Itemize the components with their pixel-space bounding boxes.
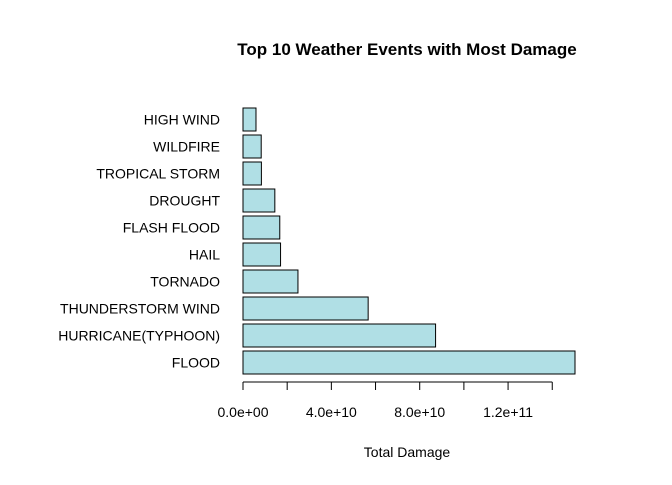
category-label-thunderstorm-wind: THUNDERSTORM WIND (60, 301, 220, 317)
bar-hail (242, 242, 282, 267)
x-tick-label: 1.2e+11 (483, 404, 533, 420)
category-label-tornado: TORNADO (150, 274, 220, 290)
bars-group (242, 107, 576, 375)
category-label-high-wind: HIGH WIND (144, 112, 220, 128)
x-tick-label: 8.0e+10 (394, 404, 445, 420)
x-tick-label: 0.0e+00 (218, 404, 269, 420)
bar-tornado (242, 269, 299, 294)
bar-tropical-storm (242, 161, 262, 186)
category-label-wildfire: WILDFIRE (153, 139, 220, 155)
bar-wildfire (242, 134, 262, 159)
category-label-tropical-storm: TROPICAL STORM (96, 166, 220, 182)
x-tick-label: 4.0e+10 (306, 404, 357, 420)
bar-flood (242, 350, 576, 375)
x-axis-label: Total Damage (364, 444, 451, 460)
category-label-flash-flood: FLASH FLOOD (123, 220, 220, 236)
bar-hurricane-typhoon (242, 323, 437, 348)
bar-thunderstorm-wind (242, 296, 369, 321)
bar-drought (242, 188, 276, 213)
x-axis: 0.0e+00 4.0e+10 8.0e+10 1.2e+11 (218, 381, 553, 420)
bar-flash-flood (242, 215, 281, 240)
bar-high-wind (242, 107, 257, 132)
category-label-hail: HAIL (189, 247, 220, 263)
category-label-drought: DROUGHT (149, 193, 220, 209)
category-label-hurricane-typhoon: HURRICANE(TYPHOON) (58, 328, 220, 344)
chart-title: Top 10 Weather Events with Most Damage (237, 40, 576, 59)
category-labels: FLOOD HURRICANE(TYPHOON) THUNDERSTORM WIND… (58, 112, 220, 371)
category-label-flood: FLOOD (172, 355, 220, 371)
